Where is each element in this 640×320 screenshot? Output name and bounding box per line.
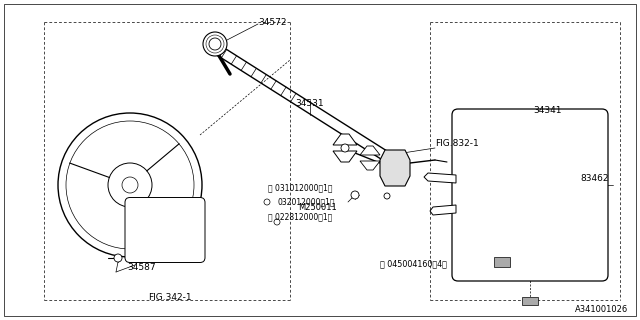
Polygon shape [360, 146, 380, 155]
Text: FIG.342-1: FIG.342-1 [148, 293, 191, 302]
Text: A341001026: A341001026 [575, 305, 628, 314]
Polygon shape [333, 151, 357, 162]
Text: ⓝ 022812000（1）: ⓝ 022812000（1） [268, 212, 332, 221]
Circle shape [108, 163, 152, 207]
Bar [522, 297, 538, 305]
FancyBboxPatch shape [125, 197, 205, 262]
Polygon shape [430, 205, 456, 215]
Text: 34341: 34341 [533, 106, 561, 115]
Polygon shape [424, 173, 456, 183]
FancyBboxPatch shape [452, 109, 608, 281]
Circle shape [384, 193, 390, 199]
Text: 34531: 34531 [295, 99, 324, 108]
Circle shape [264, 199, 270, 205]
Polygon shape [360, 161, 380, 170]
Polygon shape [380, 150, 410, 186]
Text: ⓦ 031012000（1）: ⓦ 031012000（1） [268, 183, 333, 193]
Text: M250011: M250011 [298, 203, 337, 212]
Circle shape [114, 254, 122, 262]
Text: 34572: 34572 [258, 18, 287, 27]
Circle shape [351, 191, 359, 199]
Bar [494, 257, 510, 267]
Text: Ⓢ 045004160（4）: Ⓢ 045004160（4） [380, 260, 447, 268]
Circle shape [341, 144, 349, 152]
Circle shape [203, 32, 227, 56]
Text: 032012000（1）: 032012000（1） [278, 197, 335, 206]
Text: FIG.832-1: FIG.832-1 [435, 139, 479, 148]
Polygon shape [333, 134, 357, 145]
Text: 83462: 83462 [580, 173, 609, 182]
Circle shape [274, 219, 280, 225]
Text: 34587: 34587 [127, 262, 156, 271]
